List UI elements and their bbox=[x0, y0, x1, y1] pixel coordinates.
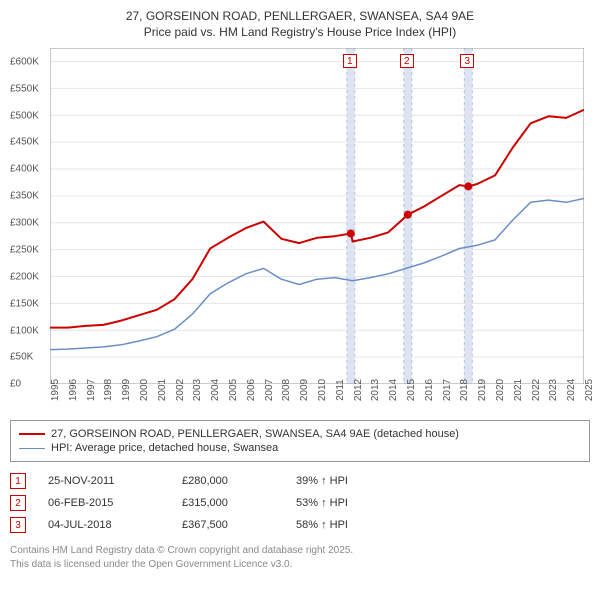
legend-label: HPI: Average price, detached house, Swan… bbox=[51, 442, 278, 454]
sale-delta: 53% ↑ HPI bbox=[296, 497, 348, 509]
y-tick-label: £550K bbox=[10, 83, 39, 94]
sale-date: 06-FEB-2015 bbox=[48, 497, 160, 509]
chart-area: £0 £50K £100K £150K £200K £250K £300K £350K £400… bbox=[10, 44, 590, 414]
y-tick-label: £450K bbox=[10, 137, 39, 148]
legend-swatch bbox=[19, 448, 45, 449]
figure-container: 27, GORSEINON ROAD, PENLLERGAER, SWANSEA… bbox=[0, 0, 600, 590]
y-tick-label: £0 bbox=[10, 379, 21, 390]
y-tick-label: £350K bbox=[10, 191, 39, 202]
sale-price: £367,500 bbox=[182, 519, 274, 531]
sale-price: £315,000 bbox=[182, 497, 274, 509]
sale-marker-badge: 2 bbox=[10, 495, 26, 511]
chart-marker-badge: 3 bbox=[460, 54, 474, 68]
plot bbox=[50, 48, 584, 384]
sale-row: 2 06-FEB-2015 £315,000 53% ↑ HPI bbox=[10, 492, 590, 514]
legend-item: HPI: Average price, detached house, Swan… bbox=[19, 441, 581, 455]
sale-date: 25-NOV-2011 bbox=[48, 475, 160, 487]
chart-marker-badge: 1 bbox=[343, 54, 357, 68]
footer: Contains HM Land Registry data © Crown c… bbox=[10, 544, 590, 571]
sale-price: £280,000 bbox=[182, 475, 274, 487]
legend-label: 27, GORSEINON ROAD, PENLLERGAER, SWANSEA… bbox=[51, 428, 459, 440]
y-tick-label: £50K bbox=[10, 352, 33, 363]
sale-marker-badge: 1 bbox=[10, 473, 26, 489]
sale-delta: 39% ↑ HPI bbox=[296, 475, 348, 487]
y-tick-label: £300K bbox=[10, 218, 39, 229]
sale-marker-badge: 3 bbox=[10, 517, 26, 533]
title-line-1: 27, GORSEINON ROAD, PENLLERGAER, SWANSEA… bbox=[10, 8, 590, 24]
y-tick-label: £250K bbox=[10, 244, 39, 255]
y-tick-label: £100K bbox=[10, 325, 39, 336]
chart-title: 27, GORSEINON ROAD, PENLLERGAER, SWANSEA… bbox=[10, 8, 590, 40]
sale-row: 3 04-JUL-2018 £367,500 58% ↑ HPI bbox=[10, 514, 590, 536]
legend: 27, GORSEINON ROAD, PENLLERGAER, SWANSEA… bbox=[10, 420, 590, 462]
sale-row: 1 25-NOV-2011 £280,000 39% ↑ HPI bbox=[10, 470, 590, 492]
legend-item: 27, GORSEINON ROAD, PENLLERGAER, SWANSEA… bbox=[19, 427, 581, 441]
chart-svg bbox=[50, 48, 584, 384]
footer-line-2: This data is licensed under the Open Gov… bbox=[10, 558, 590, 572]
y-tick-label: £200K bbox=[10, 271, 39, 282]
sales-table: 1 25-NOV-2011 £280,000 39% ↑ HPI 2 06-FEB-201… bbox=[10, 470, 590, 536]
footer-line-1: Contains HM Land Registry data © Crown c… bbox=[10, 544, 590, 558]
title-line-2: Price paid vs. HM Land Registry's House … bbox=[10, 24, 590, 40]
sale-date: 04-JUL-2018 bbox=[48, 519, 160, 531]
y-tick-label: £500K bbox=[10, 110, 39, 121]
x-tick-label: 2025 bbox=[584, 379, 600, 401]
legend-swatch bbox=[19, 433, 45, 435]
y-tick-label: £600K bbox=[10, 56, 39, 67]
y-tick-label: £150K bbox=[10, 298, 39, 309]
sale-delta: 58% ↑ HPI bbox=[296, 519, 348, 531]
y-tick-label: £400K bbox=[10, 164, 39, 175]
chart-marker-badge: 2 bbox=[400, 54, 414, 68]
